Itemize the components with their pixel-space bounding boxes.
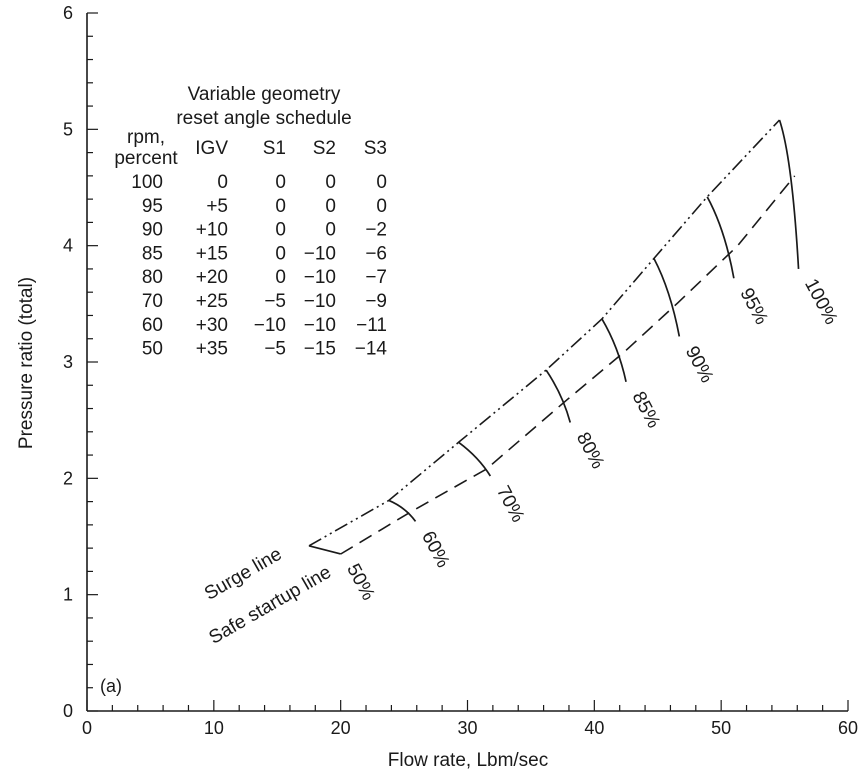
table-cell: 0 <box>325 196 336 217</box>
speed-label: 70% <box>492 482 528 526</box>
table-cell: +15 <box>196 243 228 264</box>
y-tick-label: 4 <box>63 236 73 256</box>
speed-label: 95% <box>735 285 771 329</box>
axis-ticks: 0 10 20 30 40 50 60 0 1 2 3 4 5 6 <box>63 3 858 738</box>
table-cell: 60 <box>142 315 163 336</box>
speed-line <box>388 499 417 522</box>
series-group <box>308 119 796 555</box>
table-cell: −10 <box>304 243 336 264</box>
table-title-line2: reset angle schedule <box>176 108 351 129</box>
table-cell: 0 <box>325 220 336 241</box>
x-tick-label: 50 <box>711 718 731 738</box>
table-header-rpm-line1: rpm, <box>127 127 165 148</box>
speed-label: 80% <box>572 429 608 473</box>
table-cell: +10 <box>196 220 228 241</box>
speed-label: 85% <box>628 388 664 432</box>
table-header-rpm-line2: percent <box>114 148 178 169</box>
speed-line <box>653 258 681 337</box>
table-cell: +25 <box>196 291 228 312</box>
table-cell: 85 <box>142 243 163 264</box>
table-cell: −10 <box>254 315 286 336</box>
table-cell: +5 <box>206 196 228 217</box>
table-cell: 90 <box>142 220 163 241</box>
speed-lines: 50% 60% 70% 80% 85% 90% 95% 100% <box>308 119 842 604</box>
speed-label: 100% <box>800 275 841 328</box>
table-cell: 70 <box>142 291 163 312</box>
table-cell: +30 <box>196 315 228 336</box>
table-cell: −14 <box>355 339 388 360</box>
table-cell: 0 <box>217 172 228 193</box>
table-cell: −5 <box>264 291 286 312</box>
table-cell: 0 <box>275 220 286 241</box>
table-cell: −15 <box>304 339 336 360</box>
x-tick-label: 10 <box>204 718 224 738</box>
table-cell: 95 <box>142 196 163 217</box>
table-header-cell: S2 <box>313 138 336 159</box>
x-tick-label: 0 <box>82 718 92 738</box>
table-cell: 0 <box>275 243 286 264</box>
table-cell: +35 <box>196 339 228 360</box>
safe-startup-line <box>340 175 796 555</box>
speed-line <box>601 318 627 382</box>
table-cell: −10 <box>304 291 336 312</box>
y-tick-label: 5 <box>63 119 73 139</box>
x-tick-label: 30 <box>457 718 477 738</box>
speed-line <box>706 196 735 279</box>
x-tick-label: 20 <box>331 718 351 738</box>
table-cell: 0 <box>376 172 387 193</box>
panel-label: (a) <box>100 676 122 696</box>
speed-label: 60% <box>417 528 453 572</box>
x-tick-label: 40 <box>584 718 604 738</box>
table-cell: −10 <box>304 267 336 288</box>
table-cell: 100 <box>131 172 163 193</box>
table-header-cell: IGV <box>195 138 228 159</box>
table-cell: +20 <box>196 267 228 288</box>
table-cell: −6 <box>365 243 387 264</box>
speed-label: 50% <box>342 560 378 604</box>
speed-line <box>778 119 800 269</box>
table-cell: 0 <box>275 196 286 217</box>
speed-label: 90% <box>681 343 717 387</box>
speed-line <box>458 441 492 477</box>
y-tick-label: 6 <box>63 3 73 23</box>
x-axis-title: Flow rate, Lbm/sec <box>388 750 549 771</box>
table-cell: −11 <box>356 315 387 336</box>
table-cell: −9 <box>365 291 387 312</box>
surge-line <box>308 119 781 547</box>
y-tick-label: 1 <box>63 585 73 605</box>
y-tick-label: 3 <box>63 352 73 372</box>
y-axis-title: Pressure ratio (total) <box>16 277 37 449</box>
table-cell: 0 <box>275 267 286 288</box>
table-cell: 0 <box>376 196 387 217</box>
y-tick-label: 2 <box>63 468 73 488</box>
table-header-cell: S1 <box>263 138 286 159</box>
table-cell: 0 <box>325 172 336 193</box>
speed-line <box>308 544 341 555</box>
table-header-cell: S3 <box>364 138 387 159</box>
table-cell: −5 <box>264 339 286 360</box>
table-cell: 0 <box>275 172 286 193</box>
table-cell: −7 <box>365 267 387 288</box>
y-tick-label: 0 <box>63 701 73 721</box>
reset-angle-table: Variable geometry reset angle schedule r… <box>114 84 387 360</box>
speed-line <box>545 369 572 423</box>
table-cell: −10 <box>304 315 336 336</box>
table-cell: 50 <box>142 339 163 360</box>
table-title-line1: Variable geometry <box>188 84 341 105</box>
table-cell: 80 <box>142 267 163 288</box>
table-cell: −2 <box>365 220 387 241</box>
x-tick-label: 60 <box>838 718 858 738</box>
